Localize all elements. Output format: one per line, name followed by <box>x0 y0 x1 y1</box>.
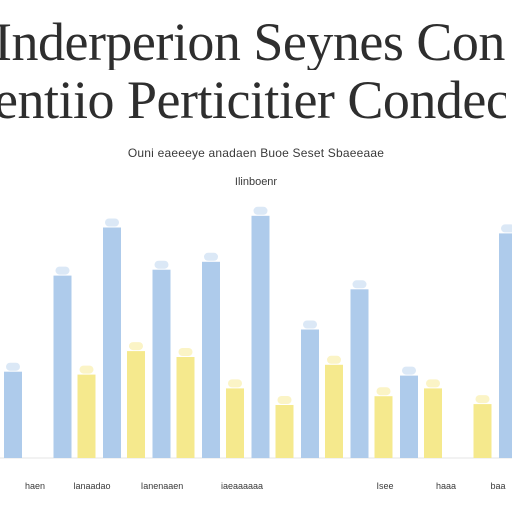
bar-cap-yellow-2 <box>79 365 94 374</box>
bar-cap-yellow-4 <box>178 348 193 356</box>
bar-yellow-8 <box>374 396 393 458</box>
chart-caption: Ilinboenr <box>234 176 278 188</box>
bar-blue-6 <box>251 215 270 459</box>
bar-yellow-7 <box>325 364 343 458</box>
bar-blue-7 <box>301 329 319 458</box>
bar-cap-yellow-7 <box>327 355 341 364</box>
bar-blue-5 <box>202 261 220 458</box>
bar-cap-blue-9 <box>402 366 416 375</box>
x-tick-label: haaa <box>436 481 456 491</box>
bar-yellow-9 <box>424 388 442 458</box>
bar-cap-yellow-6 <box>277 396 292 404</box>
bar-cap-yellow-9 <box>426 379 440 388</box>
x-tick-label: Isee <box>376 481 393 491</box>
bar-yellow-5 <box>226 388 244 458</box>
bar-blue-9 <box>400 375 418 458</box>
bar-cap-yellow-5 <box>228 379 242 388</box>
bar-cap-blue-1 <box>6 362 20 371</box>
bar-blue-8 <box>350 289 369 458</box>
bar-cap-yellow-10 <box>475 395 490 404</box>
bar-blue-4 <box>152 269 171 458</box>
bar-yellow-10 <box>473 404 492 458</box>
bar-blue-11 <box>499 233 512 458</box>
bar-cap-blue-2 <box>55 266 70 275</box>
bar-cap-blue-8 <box>352 280 367 289</box>
bar-cap-blue-11 <box>501 224 512 233</box>
x-tick-label: lanaadao <box>73 481 110 491</box>
bar-cap-blue-3 <box>105 218 119 227</box>
bar-cap-yellow-8 <box>376 387 391 396</box>
bar-blue-2 <box>53 275 72 458</box>
bar-cap-blue-6 <box>253 206 268 215</box>
x-tick-label: baa <box>490 481 505 491</box>
chart-title-line-1: Inderperion Seynes Conner <box>0 14 506 70</box>
bar-cap-yellow-3 <box>129 342 143 351</box>
bar-cap-blue-4 <box>154 260 169 269</box>
bar-blue-1 <box>4 371 22 458</box>
bar-yellow-6 <box>275 405 294 458</box>
bar-cap-blue-5 <box>204 252 218 261</box>
chart-subtitle: Ouni eaeeeye anadaen Buoe Seset Sbaeeaae <box>127 146 385 160</box>
bar-yellow-2 <box>77 374 96 458</box>
chart-title-line-2: entiio Perticitier Condectioi <box>0 72 506 128</box>
bar-yellow-3 <box>127 351 145 458</box>
x-tick-label: iaeaaaaaa <box>221 481 263 491</box>
x-tick-label: Ianenaaen <box>141 481 184 491</box>
bar-cap-blue-7 <box>303 320 317 329</box>
bar-blue-3 <box>103 227 121 458</box>
x-tick-label: haen <box>25 481 45 491</box>
bar-yellow-4 <box>176 357 195 458</box>
